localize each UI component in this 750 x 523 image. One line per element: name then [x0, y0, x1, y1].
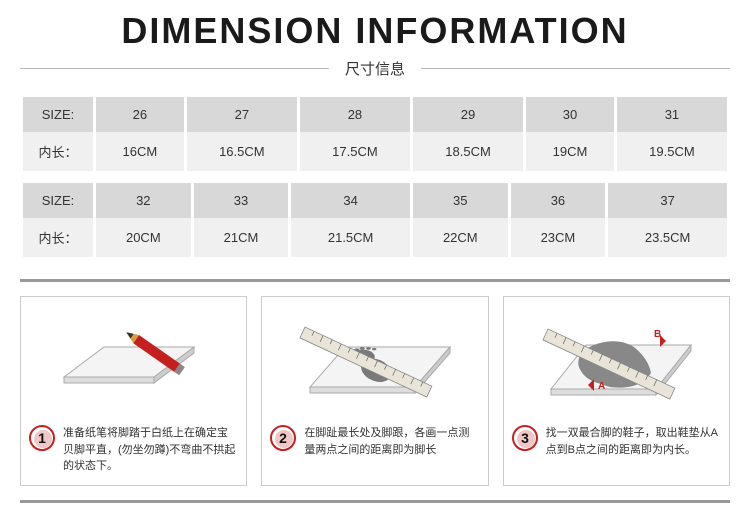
size-table-2: SIZE: 32 33 34 35 36 37 内长： 20CM 21CM 21… [20, 183, 730, 257]
table-row: 内长： 20CM 21CM 21.5CM 22CM 23CM 23.5CM [23, 218, 727, 257]
step-3-illustration: A B [526, 307, 706, 417]
svg-text:A: A [598, 381, 605, 392]
step-2: 2 在脚趾最长处及脚跟，各画一点测量两点之间的距离即为脚长 [261, 296, 488, 486]
size-cell: 33 [194, 183, 289, 218]
step-3-text: 找一双最合脚的鞋子，取出鞋垫从A点到B点之间的距离即为内长。 [546, 425, 721, 458]
row-header: SIZE: [23, 183, 93, 218]
size-cell: 34 [291, 183, 410, 218]
step-number-icon: 2 [270, 425, 296, 451]
length-cell: 16.5CM [187, 132, 297, 171]
length-cell: 21.5CM [291, 218, 410, 257]
step-number-icon: 1 [29, 425, 55, 451]
step-1-illustration [44, 307, 224, 417]
divider-right [421, 68, 730, 69]
subtitle-row: 尺寸信息 [20, 58, 730, 79]
steps-row: 1 准备纸笔将脚踏于白纸上在确定宝贝脚平直，(勿坐勿蹲)不弯曲不拱起的状态下。 [20, 279, 730, 503]
length-cell: 22CM [413, 218, 508, 257]
title-zh: 尺寸信息 [329, 58, 421, 79]
size-cell: 30 [526, 97, 614, 132]
size-cell: 37 [608, 183, 727, 218]
length-cell: 16CM [96, 132, 184, 171]
row-header: 内长： [23, 132, 93, 171]
table-row: SIZE: 32 33 34 35 36 37 [23, 183, 727, 218]
step-3: A B [503, 296, 730, 486]
size-cell: 27 [187, 97, 297, 132]
svg-text:1: 1 [38, 430, 46, 446]
length-cell: 19.5CM [617, 132, 727, 171]
step-1-text: 准备纸笔将脚踏于白纸上在确定宝贝脚平直，(勿坐勿蹲)不弯曲不拱起的状态下。 [63, 425, 238, 475]
size-cell: 29 [413, 97, 523, 132]
length-cell: 23CM [511, 218, 606, 257]
length-cell: 20CM [96, 218, 191, 257]
length-cell: 21CM [194, 218, 289, 257]
divider-left [20, 68, 329, 69]
step-number-icon: 3 [512, 425, 538, 451]
size-cell: 32 [96, 183, 191, 218]
row-header: 内长： [23, 218, 93, 257]
step-2-text: 在脚趾最长处及脚跟，各画一点测量两点之间的距离即为脚长 [304, 425, 479, 458]
step-2-illustration [285, 307, 465, 417]
size-cell: 26 [96, 97, 184, 132]
size-cell: 31 [617, 97, 727, 132]
size-cell: 28 [300, 97, 410, 132]
svg-text:B: B [654, 329, 661, 340]
length-cell: 17.5CM [300, 132, 410, 171]
step-1: 1 准备纸笔将脚踏于白纸上在确定宝贝脚平直，(勿坐勿蹲)不弯曲不拱起的状态下。 [20, 296, 247, 486]
size-table-1: SIZE: 26 27 28 29 30 31 内长： 16CM 16.5CM … [20, 97, 730, 171]
row-header: SIZE: [23, 97, 93, 132]
size-cell: 36 [511, 183, 606, 218]
length-cell: 23.5CM [608, 218, 727, 257]
title-en: DIMENSION INFORMATION [20, 10, 730, 52]
table-row: 内长： 16CM 16.5CM 17.5CM 18.5CM 19CM 19.5C… [23, 132, 727, 171]
size-cell: 35 [413, 183, 508, 218]
length-cell: 19CM [526, 132, 614, 171]
length-cell: 18.5CM [413, 132, 523, 171]
table-row: SIZE: 26 27 28 29 30 31 [23, 97, 727, 132]
svg-text:2: 2 [279, 430, 287, 446]
svg-text:3: 3 [521, 430, 529, 446]
